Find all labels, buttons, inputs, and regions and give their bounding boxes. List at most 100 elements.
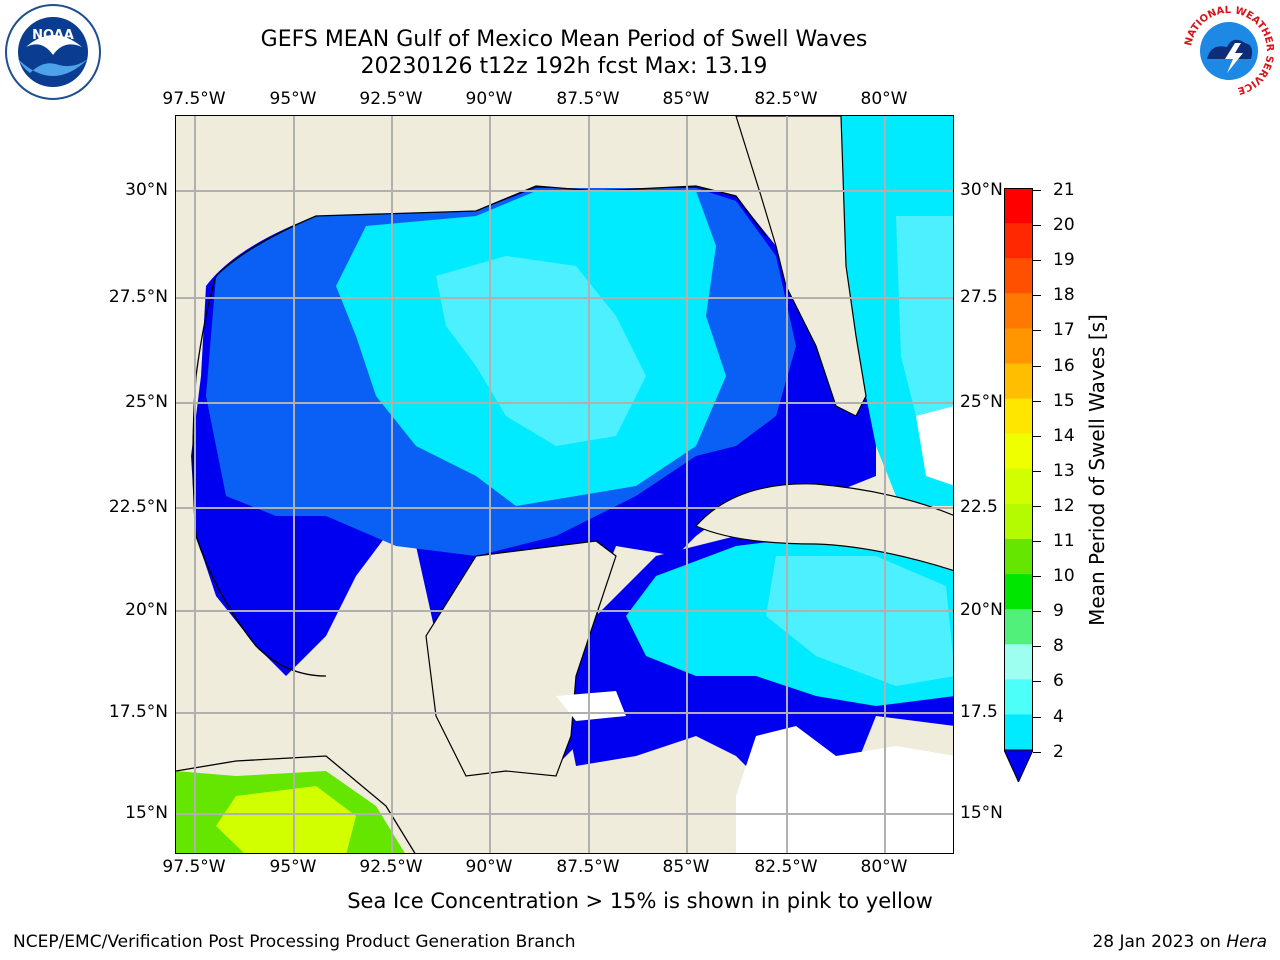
- colorbar-label: 4: [1053, 706, 1064, 727]
- colorbar-tick: [1033, 365, 1041, 367]
- longitude-tick-top: 85°W: [662, 89, 710, 109]
- colorbar-tick: [1033, 646, 1041, 648]
- colorbar-label: 6: [1053, 671, 1064, 692]
- colorbar-bin: [1004, 574, 1033, 610]
- latitude-tick-right: 30°N: [960, 180, 1003, 200]
- colorbar-tick: [1033, 716, 1041, 718]
- longitude-tick-bottom: 97.5°W: [162, 857, 226, 877]
- colorbar-label: 18: [1053, 285, 1075, 306]
- yucatan-land: [425, 540, 617, 777]
- longitude-tick-bottom: 95°W: [269, 857, 317, 877]
- colorbar-label: 12: [1053, 495, 1075, 516]
- latitude-tick-left: 22.5°N: [108, 497, 168, 517]
- sea-ice-note: Sea Ice Concentration > 15% is shown in …: [347, 889, 933, 913]
- colorbar-label: 2: [1053, 741, 1064, 762]
- colorbar-bin: [1004, 328, 1033, 364]
- colorbar-label: 13: [1053, 460, 1075, 481]
- colorbar-label: 15: [1053, 390, 1075, 411]
- colorbar-tick: [1033, 681, 1041, 683]
- colorbar-label: 9: [1053, 601, 1064, 622]
- latitude-tick-right: 25°N: [960, 392, 1003, 412]
- longitude-tick-top: 95°W: [269, 89, 317, 109]
- colorbar-bin: [1004, 398, 1033, 435]
- latitude-tick-left: 15°N: [125, 803, 168, 823]
- colorbar-tick: [1033, 225, 1041, 227]
- latitude-tick-left: 27.5°N: [108, 287, 168, 307]
- colorbar-label: 8: [1053, 636, 1064, 657]
- colorbar-bin: [1004, 468, 1033, 505]
- colorbar-title: Mean Period of Swell Waves [s]: [1085, 314, 1109, 626]
- colorbar-bin: [1004, 539, 1033, 575]
- longitude-tick-bottom: 80°W: [860, 857, 908, 877]
- longitude-tick-bottom: 82.5°W: [754, 857, 818, 877]
- colorbar-tick: [1033, 400, 1041, 402]
- svg-text:NOAA: NOAA: [32, 28, 74, 43]
- longitude-tick-bottom: 85°W: [662, 857, 710, 877]
- latitude-tick-right: 22.5: [960, 497, 998, 517]
- cuba-land: [695, 483, 953, 572]
- colorbar-label: 16: [1053, 355, 1075, 376]
- colorbar-bin: [1004, 188, 1033, 224]
- colorbar-tick: [1033, 751, 1041, 753]
- colorbar-tick: [1033, 611, 1041, 613]
- colorbar-tick: [1033, 190, 1041, 191]
- latitude-tick-right: 20°N: [960, 600, 1003, 620]
- colorbar-bin: [1004, 363, 1033, 400]
- colorbar-tick: [1033, 470, 1041, 472]
- latitude-tick-left: 25°N: [125, 392, 168, 412]
- latitude-tick-right: 27.5: [960, 287, 998, 307]
- longitude-tick-top: 92.5°W: [359, 89, 423, 109]
- atlantic-light: [896, 216, 953, 435]
- colorbar-label: 19: [1053, 250, 1075, 271]
- colorbar-bin: [1004, 223, 1033, 259]
- colorbar-tick: [1033, 541, 1041, 542]
- longitude-tick-top: 82.5°W: [754, 89, 818, 109]
- colorbar-label: 10: [1053, 566, 1075, 587]
- no-data-patch: [916, 406, 953, 486]
- colorbar-label: 14: [1053, 425, 1075, 446]
- credit-line: NCEP/EMC/Verification Post Processing Pr…: [13, 932, 576, 952]
- noaa-logo: NOAA: [4, 3, 102, 105]
- colorbar-tick: [1033, 330, 1041, 332]
- colorbar-bin: [1004, 644, 1033, 680]
- longitude-tick-top: 97.5°W: [162, 89, 226, 109]
- colorbar-label: 20: [1053, 215, 1075, 236]
- longitude-tick-top: 87.5°W: [556, 89, 620, 109]
- longitude-tick-bottom: 90°W: [465, 857, 513, 877]
- colorbar-bin: [1004, 258, 1033, 294]
- colorbar-bin: [1004, 293, 1033, 329]
- longitude-tick-bottom: 87.5°W: [556, 857, 620, 877]
- map-title: GEFS MEAN Gulf of Mexico Mean Period of …: [260, 27, 868, 52]
- map-subtitle: 20230126 t12z 192h fcst Max: 13.19: [360, 54, 768, 79]
- colorbar-tick: [1033, 505, 1041, 507]
- pacific-yellow-green: [216, 786, 356, 853]
- colorbar-tick: [1033, 260, 1041, 262]
- colorbar-label: 17: [1053, 320, 1075, 341]
- colorbar-label: 11: [1053, 531, 1075, 551]
- latitude-tick-left: 30°N: [125, 180, 168, 200]
- latitude-tick-right: 15°N: [960, 803, 1003, 823]
- colorbar-label: 21: [1053, 180, 1075, 200]
- generation-date: 28 Jan 2023 on Hera: [1092, 932, 1267, 952]
- latitude-tick-left: 17.5°N: [108, 702, 168, 722]
- latitude-tick-right: 17.5: [960, 702, 998, 722]
- longitude-tick-bottom: 92.5°W: [359, 857, 423, 877]
- longitude-tick-top: 80°W: [860, 89, 908, 109]
- colorbar: [1004, 188, 1033, 782]
- colorbar-tick: [1033, 435, 1041, 437]
- colorbar-bin: [1004, 714, 1033, 751]
- colorbar-extend-triangle: [1004, 749, 1033, 782]
- colorbar-bin: [1004, 503, 1033, 540]
- colorbar-bin: [1004, 679, 1033, 715]
- longitude-tick-top: 90°W: [465, 89, 513, 109]
- colorbar-tick: [1033, 576, 1041, 578]
- central-america-coastline: [176, 755, 416, 853]
- colorbar-bin: [1004, 609, 1033, 645]
- nws-logo: NATIONAL WEATHER SERVICE: [1181, 3, 1277, 103]
- no-data-patch: [736, 726, 953, 853]
- caribbean-light: [766, 556, 953, 686]
- colorbar-tick: [1033, 295, 1041, 297]
- latitude-tick-left: 20°N: [125, 600, 168, 620]
- swell-period-light-cyan: [436, 256, 646, 446]
- colorbar-bin: [1004, 433, 1033, 470]
